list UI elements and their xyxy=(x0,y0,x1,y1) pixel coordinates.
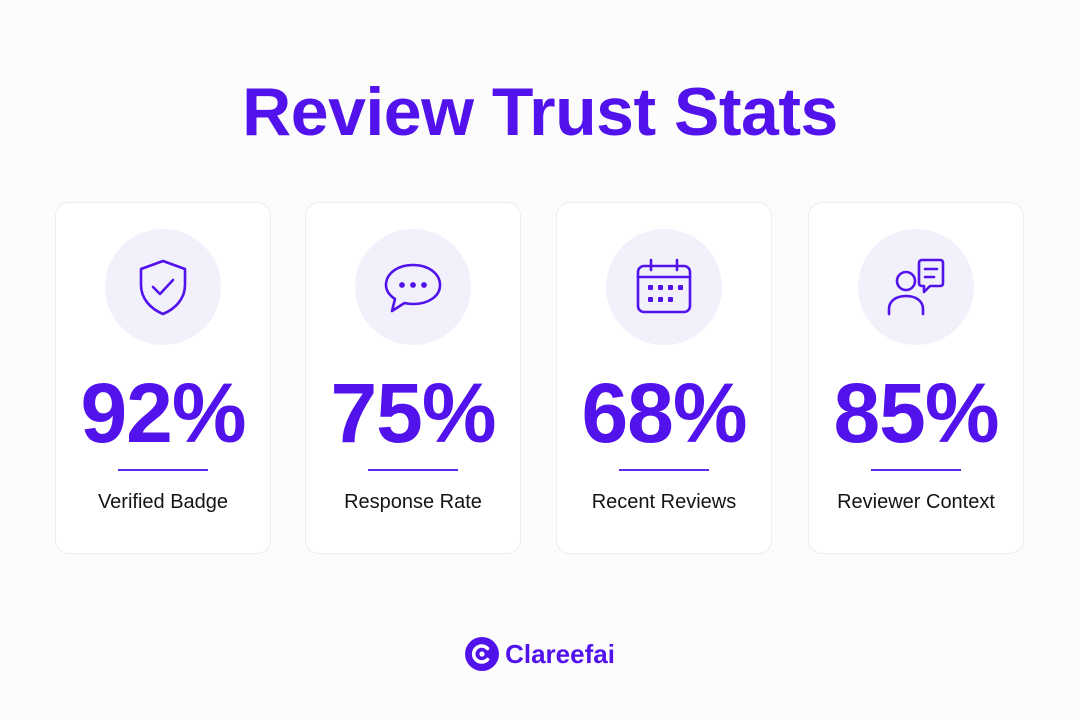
stats-cards: 92% Verified Badge 75% Response Rate xyxy=(55,202,1026,556)
stat-value: 68% xyxy=(581,366,747,460)
divider xyxy=(368,469,458,471)
brand-name: Clareefai xyxy=(505,639,615,669)
stat-label: Recent Reviews xyxy=(591,491,737,513)
stat-card-reviewer-context: 85% Reviewer Context xyxy=(808,202,1024,554)
page-title: Review Trust Stats xyxy=(242,74,838,150)
icon-circle xyxy=(858,229,974,345)
stat-value: 92% xyxy=(80,366,246,460)
stat-value: 75% xyxy=(330,366,496,460)
stat-label: Reviewer Context xyxy=(837,491,995,513)
shield-check-icon xyxy=(139,259,187,316)
stat-card-verified-badge: 92% Verified Badge xyxy=(55,202,271,554)
chat-bubble-icon xyxy=(384,263,442,313)
stat-card-recent-reviews: 68% Recent Reviews xyxy=(556,202,772,554)
stat-label: Verified Badge xyxy=(97,491,229,513)
divider xyxy=(871,469,961,471)
calendar-icon xyxy=(636,258,692,314)
clareefai-logo xyxy=(465,637,500,671)
user-message-icon xyxy=(887,258,945,316)
brand: Clareefai xyxy=(0,634,1080,674)
stat-card-response-rate: 75% Response Rate xyxy=(305,202,521,554)
icon-circle xyxy=(105,229,221,345)
icon-circle xyxy=(355,229,471,345)
divider xyxy=(619,469,709,471)
divider xyxy=(118,469,208,471)
stat-value: 85% xyxy=(833,366,999,460)
stat-label: Response Rate xyxy=(344,491,482,513)
icon-circle xyxy=(606,229,722,345)
